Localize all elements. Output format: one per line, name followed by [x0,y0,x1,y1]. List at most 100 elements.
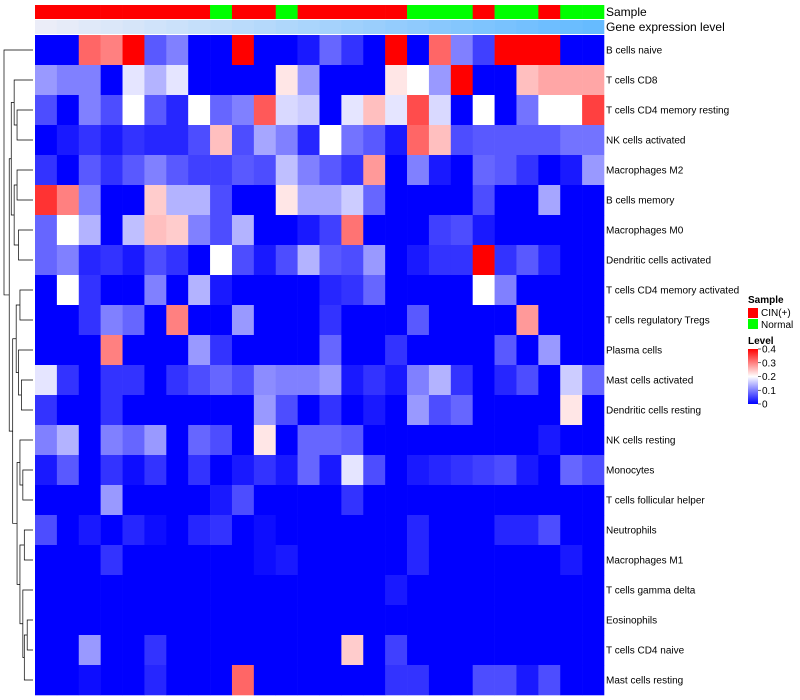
heatmap-cell [494,365,517,396]
heatmap-cell [450,155,473,186]
heatmap-cell [297,575,320,606]
heatmap-cell [341,335,364,366]
heatmap-cell [494,425,517,456]
heatmap-cell [188,245,211,276]
heatmap-cell [100,515,123,546]
expression-track-cell [166,20,189,34]
heatmap-cell [275,425,298,456]
dendrogram-branch [19,439,33,486]
heatmap-cell [275,665,298,696]
heatmap-cell [582,155,605,186]
heatmap-cell [122,275,145,306]
heatmap-cell [428,575,452,606]
heatmap-cell [297,365,320,396]
heatmap-cell [582,455,605,486]
heatmap-cell [35,305,58,336]
heatmap-cell [407,65,430,96]
heatmap-cell [363,425,386,456]
dendrogram-branch [21,379,33,411]
heatmap-cell [297,95,320,126]
heatmap-cell [428,125,452,156]
heatmap-cell [56,665,80,696]
heatmap-cell [363,65,386,96]
heatmap-cell [56,275,80,306]
heatmap-cell [144,455,167,486]
heatmap-cell [385,635,408,666]
heatmap-cell [516,35,539,66]
heatmap-cell [428,665,452,696]
heatmap-cell [341,125,364,156]
heatmap-cell [538,575,561,606]
heatmap-cell [407,275,430,306]
legend-tick-label: 0 [762,400,768,411]
heatmap-cell [341,605,364,636]
heatmap-cell [122,305,145,336]
heatmap-cell [253,635,277,666]
heatmap-cell [450,275,473,306]
heatmap-cell [275,305,298,336]
heatmap-cell [78,365,101,396]
dendrogram-branch [22,469,33,501]
heatmap-cell [188,425,211,456]
heatmap-cell [231,215,255,246]
heatmap-cell [231,515,255,546]
heatmap-cell [122,35,145,66]
heatmap-cell [297,65,320,96]
heatmap-cell [428,365,452,396]
sample-track-cell [538,5,561,19]
heatmap-cell [166,515,189,546]
heatmap-cell [231,605,255,636]
heatmap-cell [188,605,211,636]
heatmap-cell [516,455,539,486]
heatmap-cell [210,575,233,606]
expression-track-cell [516,20,539,34]
heatmap-cell [122,425,145,456]
heatmap-cell [341,515,364,546]
heatmap-cell [560,95,583,126]
legend-label-cin: CIN(+) [761,308,791,319]
heatmap-cell [253,185,277,216]
heatmap-cell [210,95,233,126]
heatmap-cell [560,185,583,216]
heatmap-cell [407,215,430,246]
heatmap-cell [450,635,473,666]
heatmap-cell [385,365,408,396]
heatmap-cell [56,245,80,276]
heatmap-cell [297,485,320,516]
sample-track-cell [428,5,452,19]
sample-track-cell [253,5,277,19]
heatmap-cell [516,515,539,546]
heatmap-cell [538,245,561,276]
heatmap-cell [450,215,473,246]
expression-track-cell [275,20,298,34]
heatmap-cell [144,245,167,276]
heatmap-cell [516,545,539,576]
heatmap-cell [582,35,605,66]
heatmap-cell [472,455,495,486]
heatmap-cell [516,395,539,426]
heatmap-cell [122,635,145,666]
heatmap-cell [78,305,101,336]
heatmap-cell [253,335,277,366]
sample-track-cell [363,5,386,19]
dendrogram-branch [10,102,15,216]
heatmap-cell [363,545,386,576]
heatmap-cell [253,545,277,576]
heatmap-cell [538,215,561,246]
heatmap-cell [428,275,452,306]
sample-track-cell [582,5,605,19]
heatmap-cell [450,545,473,576]
heatmap-cell [56,35,80,66]
heatmap-cell [341,365,364,396]
sample-track-cell [516,5,539,19]
legend-level-colorbar [748,349,758,404]
heatmap-cell [407,605,430,636]
heatmap-cell [560,635,583,666]
heatmap-cell [538,425,561,456]
legend-swatch-cin [748,308,758,318]
row-label: Macrophages M0 [606,226,684,237]
heatmap-cell [450,185,473,216]
heatmap-cell [78,155,101,186]
heatmap-cell [319,605,342,636]
